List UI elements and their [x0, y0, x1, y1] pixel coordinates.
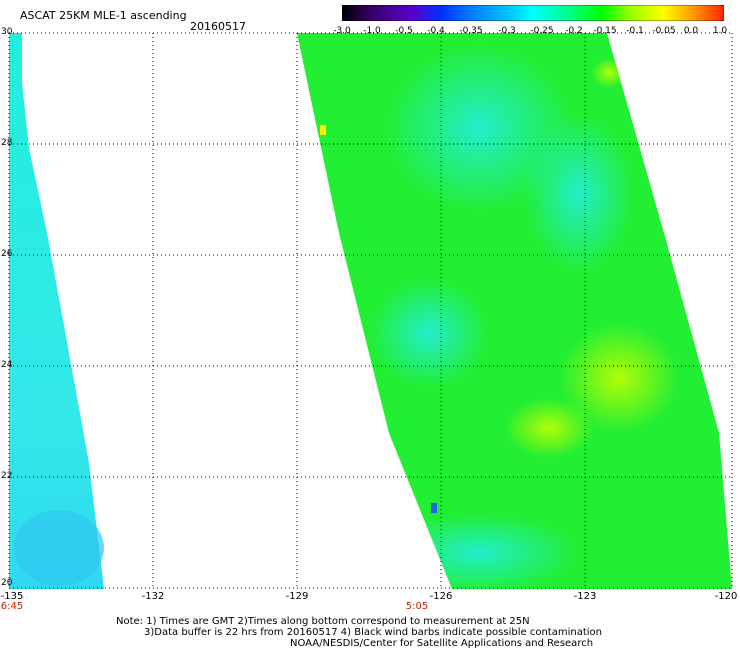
colorbar	[342, 5, 724, 21]
lat-label: 20	[1, 578, 13, 588]
colorbar-tick: -0.2	[565, 26, 583, 36]
colorbar-tick: -0.4	[427, 26, 445, 36]
lat-label: 26	[1, 249, 13, 259]
colorbar-tick: 1.0	[712, 26, 728, 36]
colorbar-tick: -0.3	[498, 26, 516, 36]
lon-label: -135	[0, 591, 24, 602]
colorbar-tick: -3.0	[333, 26, 351, 36]
lon-label: -126	[429, 591, 453, 602]
note-line-1: Note: 1) Times are GMT 2)Times along bot…	[116, 616, 530, 627]
colorbar-tick: -0.1	[626, 26, 644, 36]
pass-time-label: 6:45	[0, 601, 24, 612]
colorbar-tick: -0.35	[459, 26, 483, 36]
lat-label: 28	[1, 138, 13, 148]
colorbar-tick: -0.25	[530, 26, 554, 36]
product-date: 20160517	[190, 20, 246, 33]
map-plot-area	[8, 32, 733, 589]
product-title: ASCAT 25KM MLE-1 ascending	[20, 9, 187, 22]
right-swath	[297, 33, 732, 589]
colorbar-tick: -0.5	[395, 26, 413, 36]
pass-time-label: 5:05	[405, 601, 429, 612]
colorbar-tick: -0.15	[593, 26, 617, 36]
lat-label: 24	[1, 360, 13, 370]
note-line-2: 3)Data buffer is 22 hrs from 20160517 4)…	[144, 627, 602, 638]
colorbar-tick: 0.0	[683, 26, 699, 36]
lon-label: -132	[141, 591, 165, 602]
left-swath	[9, 33, 104, 589]
colorbar-tick-labels: -3.0 -1.0 -0.5 -0.4 -0.35 -0.3 -0.25 -0.…	[330, 26, 730, 38]
lon-label: -129	[285, 591, 309, 602]
colorbar-tick: -1.0	[363, 26, 381, 36]
lat-label: 22	[1, 471, 13, 481]
lat-label: 30	[1, 27, 13, 37]
lon-label: -120	[714, 591, 738, 602]
note-line-3: NOAA/NESDIS/Center for Satellite Applica…	[290, 638, 594, 649]
colorbar-tick: -0.05	[652, 26, 676, 36]
lon-label: -123	[573, 591, 597, 602]
grid	[8, 32, 733, 589]
